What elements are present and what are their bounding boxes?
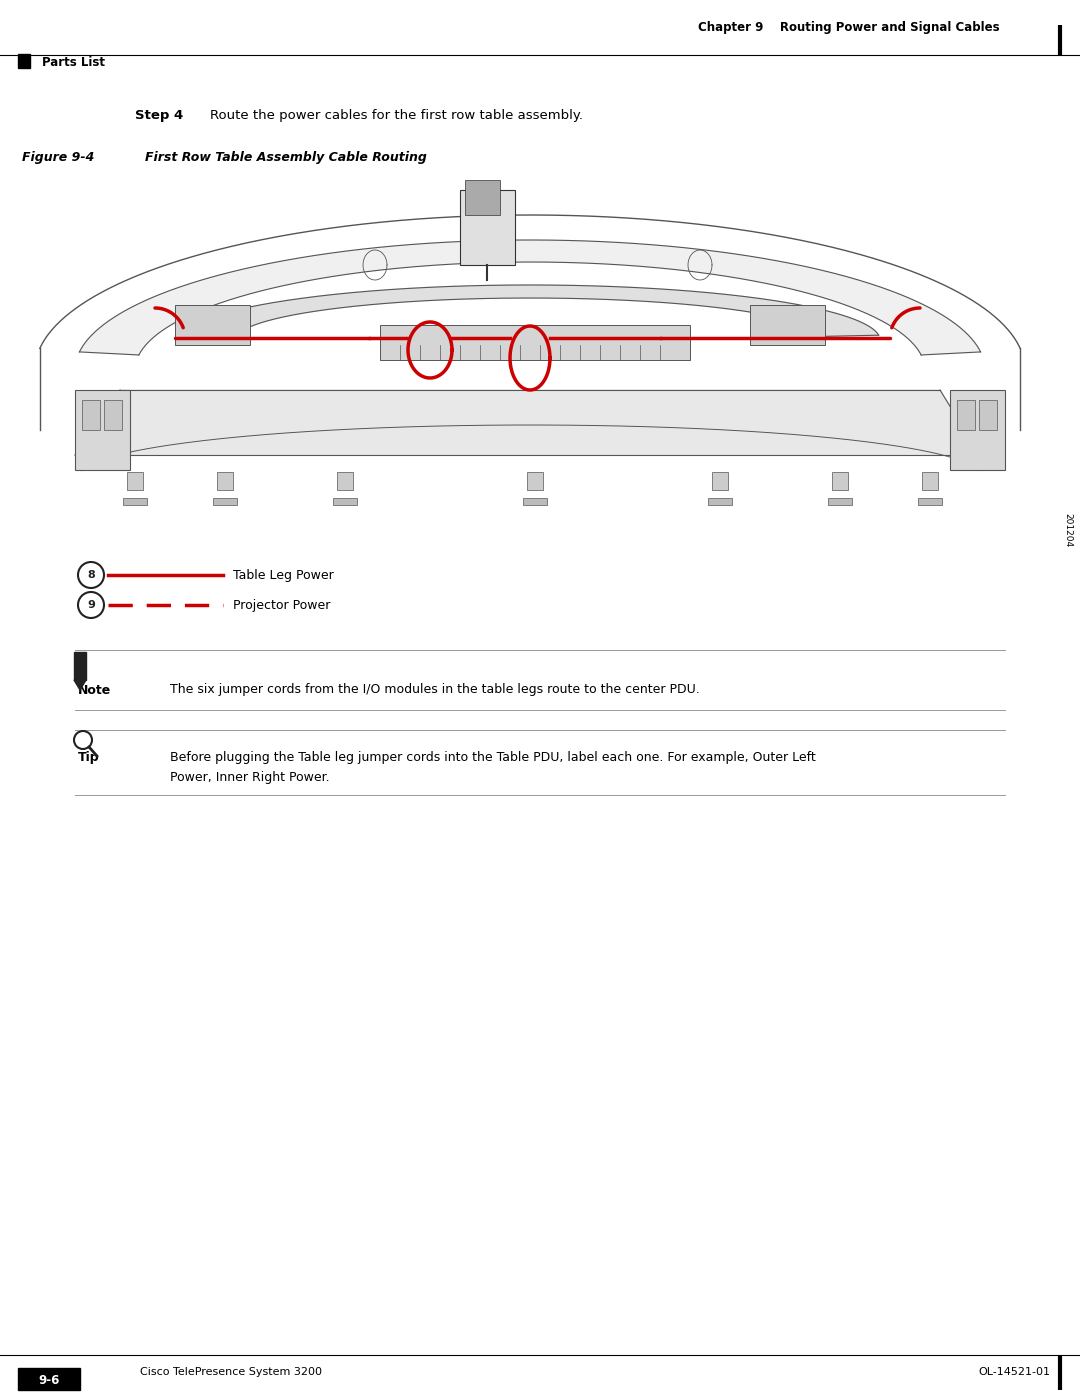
Circle shape	[75, 731, 92, 749]
Polygon shape	[75, 390, 980, 455]
Text: First Row Table Assembly Cable Routing: First Row Table Assembly Cable Routing	[145, 151, 427, 165]
Text: Cisco TelePresence System 3200: Cisco TelePresence System 3200	[140, 1368, 322, 1377]
Text: Step 4: Step 4	[135, 109, 184, 122]
Bar	[175, 305, 249, 345]
Bar	[82, 400, 100, 430]
Circle shape	[78, 592, 104, 617]
Bar	[922, 472, 939, 490]
Bar	[380, 326, 690, 360]
Bar	[978, 400, 997, 430]
Bar	[123, 497, 147, 504]
Text: Chapter 9    Routing Power and Signal Cables: Chapter 9 Routing Power and Signal Cable…	[699, 21, 1000, 35]
Text: 8: 8	[87, 570, 95, 580]
Text: Table Leg Power: Table Leg Power	[233, 569, 334, 581]
Bar	[832, 472, 848, 490]
Bar	[217, 472, 233, 490]
Bar	[950, 390, 1005, 469]
Text: 9: 9	[87, 599, 95, 610]
Bar	[750, 305, 825, 345]
Circle shape	[78, 562, 104, 588]
Bar	[465, 180, 500, 215]
Polygon shape	[75, 652, 86, 680]
Polygon shape	[75, 680, 86, 690]
Text: 201204: 201204	[1064, 513, 1072, 548]
Text: Route the power cables for the first row table assembly.: Route the power cables for the first row…	[210, 109, 583, 122]
Text: OL-14521-01: OL-14521-01	[978, 1368, 1050, 1377]
Bar	[708, 497, 732, 504]
Bar	[127, 472, 143, 490]
Text: 9-6: 9-6	[38, 1373, 59, 1386]
Text: Figure 9-4: Figure 9-4	[22, 151, 94, 165]
Bar	[18, 1368, 80, 1390]
Bar	[104, 400, 122, 430]
Bar	[75, 390, 130, 469]
Bar	[712, 472, 728, 490]
Bar	[213, 497, 237, 504]
Text: Tip: Tip	[78, 750, 99, 764]
Text: Before plugging the Table leg jumper cords into the Table PDU, label each one. F: Before plugging the Table leg jumper cor…	[170, 752, 815, 764]
Bar	[333, 497, 357, 504]
Bar	[957, 400, 975, 430]
Text: Note: Note	[78, 683, 111, 697]
Bar	[18, 54, 30, 68]
Text: Parts List: Parts List	[42, 56, 105, 68]
Text: Power, Inner Right Power.: Power, Inner Right Power.	[170, 771, 329, 784]
Bar	[337, 472, 353, 490]
Bar	[523, 497, 546, 504]
Bar	[918, 497, 942, 504]
Polygon shape	[80, 240, 981, 355]
Bar	[460, 190, 515, 265]
Bar	[828, 497, 852, 504]
Bar	[527, 472, 543, 490]
Polygon shape	[181, 285, 879, 337]
Text: The six jumper cords from the I/O modules in the table legs route to the center : The six jumper cords from the I/O module…	[170, 683, 700, 697]
Text: Projector Power: Projector Power	[233, 598, 330, 612]
